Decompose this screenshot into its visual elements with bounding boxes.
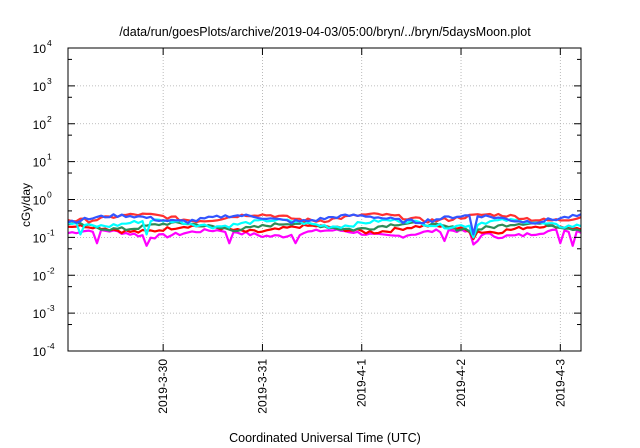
series-line (67, 213, 582, 236)
y-tick-label: 10 (33, 80, 47, 94)
x-tick-label: 2019-3-30 (156, 359, 170, 414)
chart-title: /data/run/goesPlots/archive/2019-04-03/0… (119, 25, 531, 39)
y-tick-label: 10 (33, 307, 47, 321)
y-tick-label: 10 (33, 42, 47, 56)
x-tick-label: 2019-4-2 (454, 359, 468, 407)
y-tick-label: 10 (33, 194, 47, 208)
x-tick-label: 2019-3-31 (255, 359, 269, 414)
y-tick-exponent: -3 (47, 303, 55, 313)
plot-frame (67, 47, 582, 352)
y-tick-exponent: 2 (47, 114, 52, 124)
y-tick-exponent: -2 (47, 265, 55, 275)
y-tick-exponent: 1 (47, 152, 52, 162)
data-series (67, 212, 582, 247)
x-tick-label: 2019-4-3 (553, 359, 567, 407)
y-axis-label: cGy/day (19, 183, 33, 227)
y-tick-label: 10 (33, 345, 47, 359)
y-tick-exponent: 0 (47, 190, 52, 200)
x-axis-label: Coordinated Universal Time (UTC) (229, 431, 421, 445)
y-tick-exponent: 3 (47, 76, 52, 86)
x-tick-label: 2019-4-1 (355, 359, 369, 407)
y-tick-label: 10 (33, 118, 47, 132)
y-tick-exponent: 4 (47, 38, 52, 48)
y-tick-label: 10 (33, 156, 47, 170)
series-line (67, 228, 582, 247)
y-tick-label: 10 (33, 231, 47, 245)
y-tick-exponent: -4 (47, 341, 55, 351)
x-axis-ticks: 2019-3-30 2019-3-31 2019-4-1 2019-4-2 2019-4… (156, 48, 567, 414)
series-line (67, 212, 582, 224)
grid-lines (68, 48, 581, 351)
y-tick-exponent: -1 (47, 227, 55, 237)
y-tick-label: 10 (33, 269, 47, 283)
